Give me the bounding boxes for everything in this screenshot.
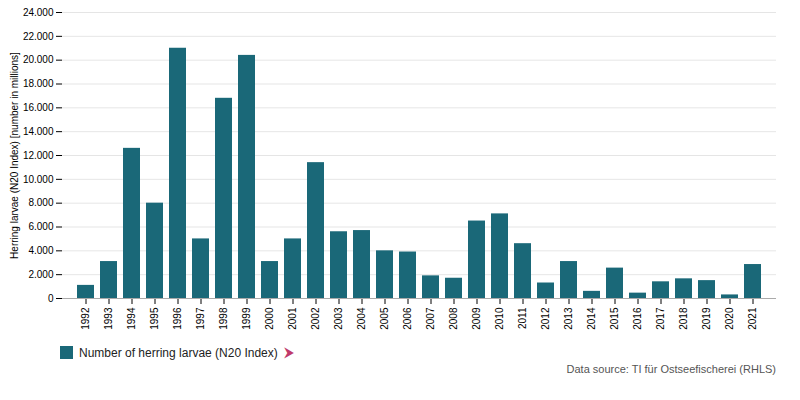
svg-text:12.000: 12.000 [23, 150, 54, 161]
svg-text:2006: 2006 [402, 307, 413, 330]
svg-text:2013: 2013 [563, 307, 574, 330]
svg-text:16.000: 16.000 [23, 102, 54, 113]
svg-text:2002: 2002 [310, 307, 321, 330]
svg-text:1994: 1994 [126, 307, 137, 330]
svg-text:1992: 1992 [80, 307, 91, 330]
svg-text:2019: 2019 [701, 307, 712, 330]
svg-text:1997: 1997 [195, 307, 206, 330]
svg-text:14.000: 14.000 [23, 126, 54, 137]
svg-text:1999: 1999 [241, 307, 252, 330]
html-text:Number of herring larvae (N20: Number of herring larvae (N20 Index) ⮞ [79, 344, 294, 360]
svg-text:1995: 1995 [149, 307, 160, 330]
svg-text:8.000: 8.000 [28, 197, 53, 208]
svg-text:Herring larvae (N20 Index) [nu: Herring larvae (N20 Index) [number in mi… [9, 52, 20, 259]
svg-text:2012: 2012 [540, 307, 551, 330]
svg-text:2001: 2001 [287, 307, 298, 330]
svg-text:24.000: 24.000 [23, 7, 54, 18]
svg-text:2.000: 2.000 [28, 269, 53, 280]
html-text:Data source: TI für Ostseefisc: Data source: TI für Ostseefischerei (RHL… [566, 363, 776, 375]
svg-text:2016: 2016 [632, 307, 643, 330]
svg-text:6.000: 6.000 [28, 221, 53, 232]
svg-text:2007: 2007 [425, 307, 436, 330]
svg-text:4.000: 4.000 [28, 245, 53, 256]
svg-text:2011: 2011 [517, 307, 528, 329]
svg-text:22.000: 22.000 [23, 31, 54, 42]
svg-text:2003: 2003 [333, 307, 344, 330]
svg-text:18.000: 18.000 [23, 78, 54, 89]
svg-text:2020: 2020 [724, 307, 735, 330]
svg-text:2015: 2015 [609, 307, 620, 330]
svg-text:1998: 1998 [218, 307, 229, 330]
svg-text:20.000: 20.000 [23, 54, 54, 65]
svg-text:2008: 2008 [448, 307, 459, 330]
svg-text:2014: 2014 [586, 307, 597, 330]
svg-text:2017: 2017 [655, 307, 666, 330]
svg-text:2010: 2010 [494, 307, 505, 330]
svg-text:2021: 2021 [747, 307, 758, 330]
svg-text:2009: 2009 [471, 307, 482, 330]
svg-text:10.000: 10.000 [23, 174, 54, 185]
svg-text:0: 0 [48, 293, 54, 304]
svg-text:1993: 1993 [103, 307, 114, 330]
svg-text:2005: 2005 [379, 307, 390, 330]
svg-text:2000: 2000 [264, 307, 275, 330]
svg-text:2018: 2018 [678, 307, 689, 330]
svg-text:2004: 2004 [356, 307, 367, 330]
svg-text:1996: 1996 [172, 307, 183, 330]
